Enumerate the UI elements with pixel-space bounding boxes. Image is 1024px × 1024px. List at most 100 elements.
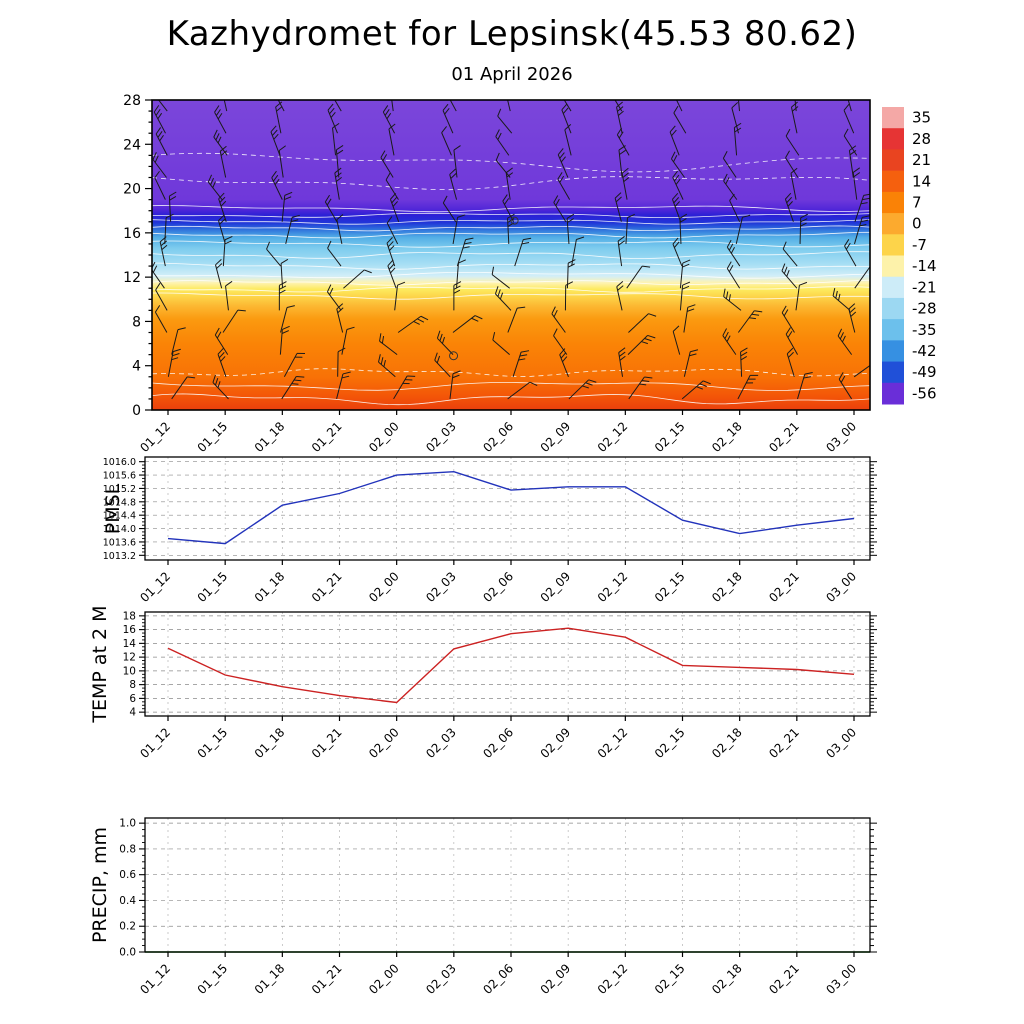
svg-text:01_18: 01_18: [252, 961, 288, 997]
svg-text:28: 28: [912, 130, 931, 148]
svg-text:01_12: 01_12: [137, 725, 173, 761]
svg-text:01_15: 01_15: [195, 725, 231, 761]
svg-text:02_21: 02_21: [766, 961, 802, 997]
svg-text:02_09: 02_09: [538, 569, 574, 605]
cross-section-panel: 0 4 8 12 16 20 24 28 01_12 01_15 01_18 01_21 02_00 02…: [123, 93, 871, 455]
svg-text:01_21: 01_21: [309, 419, 345, 455]
svg-text:01_21: 01_21: [309, 961, 345, 997]
svg-text:8: 8: [132, 314, 141, 330]
svg-text:0.8: 0.8: [119, 843, 136, 855]
svg-text:1013.2: 1013.2: [103, 551, 136, 562]
svg-text:1016.0: 1016.0: [103, 457, 136, 468]
svg-text:03_00: 03_00: [823, 419, 859, 455]
svg-text:1015.6: 1015.6: [103, 471, 136, 482]
svg-text:02_06: 02_06: [480, 961, 516, 997]
svg-text:03_00: 03_00: [823, 569, 859, 605]
svg-text:1.0: 1.0: [119, 818, 136, 830]
wind-barbs: [152, 100, 870, 400]
svg-text:02_03: 02_03: [423, 419, 459, 455]
svg-text:1013.6: 1013.6: [103, 537, 136, 548]
svg-text:02_03: 02_03: [423, 569, 459, 605]
svg-text:-56: -56: [912, 384, 937, 402]
svg-text:-21: -21: [912, 278, 937, 296]
svg-text:01_12: 01_12: [137, 419, 173, 455]
svg-text:0.2: 0.2: [119, 921, 136, 933]
svg-text:02_06: 02_06: [480, 419, 516, 455]
svg-text:0: 0: [912, 215, 922, 233]
svg-text:1014.8: 1014.8: [103, 497, 136, 508]
svg-text:02_12: 02_12: [595, 569, 631, 605]
svg-text:21: 21: [912, 151, 931, 169]
svg-text:-28: -28: [912, 300, 937, 318]
svg-text:02_09: 02_09: [538, 961, 574, 997]
svg-text:7: 7: [912, 193, 922, 211]
svg-text:01_12: 01_12: [137, 569, 173, 605]
svg-text:02_15: 02_15: [652, 419, 688, 455]
svg-text:02_00: 02_00: [366, 725, 402, 761]
svg-text:0: 0: [132, 403, 141, 419]
pmsl-panel: 1013.2 1013.6 1014.0 1014.4 1014.8 1015.2 1015…: [103, 456, 877, 605]
svg-text:02_18: 02_18: [709, 419, 745, 455]
svg-text:02_18: 02_18: [709, 569, 745, 605]
svg-text:28: 28: [123, 93, 141, 109]
svg-text:6: 6: [129, 693, 136, 705]
svg-text:20: 20: [123, 182, 141, 198]
svg-text:02_09: 02_09: [538, 725, 574, 761]
svg-text:12: 12: [123, 270, 141, 286]
svg-text:02_21: 02_21: [766, 419, 802, 455]
svg-text:02_03: 02_03: [423, 961, 459, 997]
svg-text:02_21: 02_21: [766, 569, 802, 605]
svg-text:01_21: 01_21: [309, 569, 345, 605]
svg-text:02_21: 02_21: [766, 725, 802, 761]
svg-text:14: 14: [912, 172, 931, 190]
svg-text:02_03: 02_03: [423, 725, 459, 761]
svg-text:-14: -14: [912, 257, 937, 275]
svg-text:01_18: 01_18: [252, 569, 288, 605]
svg-text:24: 24: [123, 137, 141, 153]
svg-text:01_15: 01_15: [195, 569, 231, 605]
svg-text:12: 12: [123, 652, 136, 664]
svg-text:02_09: 02_09: [538, 419, 574, 455]
svg-text:01_15: 01_15: [195, 961, 231, 997]
svg-text:1015.2: 1015.2: [103, 484, 136, 495]
svg-text:02_15: 02_15: [652, 725, 688, 761]
svg-text:-35: -35: [912, 321, 937, 339]
svg-text:02_18: 02_18: [709, 725, 745, 761]
contour-lines: [152, 152, 870, 406]
svg-text:1014.0: 1014.0: [103, 524, 136, 535]
svg-text:01_15: 01_15: [195, 419, 231, 455]
svg-text:14: 14: [123, 638, 137, 650]
precip-panel: 0.0 0.2 0.4 0.6 0.8 1.0 01_12 01_15 01_18 01_21 02…: [119, 817, 877, 997]
svg-text:18: 18: [123, 610, 136, 622]
svg-text:0.0: 0.0: [119, 947, 136, 959]
svg-text:02_00: 02_00: [366, 569, 402, 605]
date-subtitle: 01 April 2026: [451, 64, 573, 85]
svg-text:03_00: 03_00: [823, 725, 859, 761]
svg-text:16: 16: [123, 624, 137, 636]
svg-text:-42: -42: [912, 342, 937, 360]
svg-text:02_12: 02_12: [595, 961, 631, 997]
svg-text:02_00: 02_00: [366, 419, 402, 455]
svg-text:02_12: 02_12: [595, 419, 631, 455]
svg-text:02_12: 02_12: [595, 725, 631, 761]
temperature-colorbar: 35 28 21 14 7 0 -7 -14 -21 -28 -35 -42 -49 -56: [882, 107, 937, 405]
svg-text:10: 10: [123, 665, 136, 677]
svg-text:03_00: 03_00: [823, 961, 859, 997]
svg-text:02_06: 02_06: [480, 725, 516, 761]
svg-text:01_18: 01_18: [252, 725, 288, 761]
svg-text:02_15: 02_15: [652, 569, 688, 605]
svg-text:0.6: 0.6: [119, 869, 136, 881]
svg-text:16: 16: [123, 226, 141, 242]
svg-text:4: 4: [129, 707, 136, 719]
svg-text:02_15: 02_15: [652, 961, 688, 997]
svg-text:1014.4: 1014.4: [103, 511, 136, 522]
svg-text:02_18: 02_18: [709, 961, 745, 997]
svg-text:01_18: 01_18: [252, 419, 288, 455]
page-title: Kazhydromet for Lepsinsk(45.53 80.62): [166, 14, 858, 54]
svg-text:02_00: 02_00: [366, 961, 402, 997]
svg-text:-7: -7: [912, 236, 927, 254]
svg-text:01_21: 01_21: [309, 725, 345, 761]
